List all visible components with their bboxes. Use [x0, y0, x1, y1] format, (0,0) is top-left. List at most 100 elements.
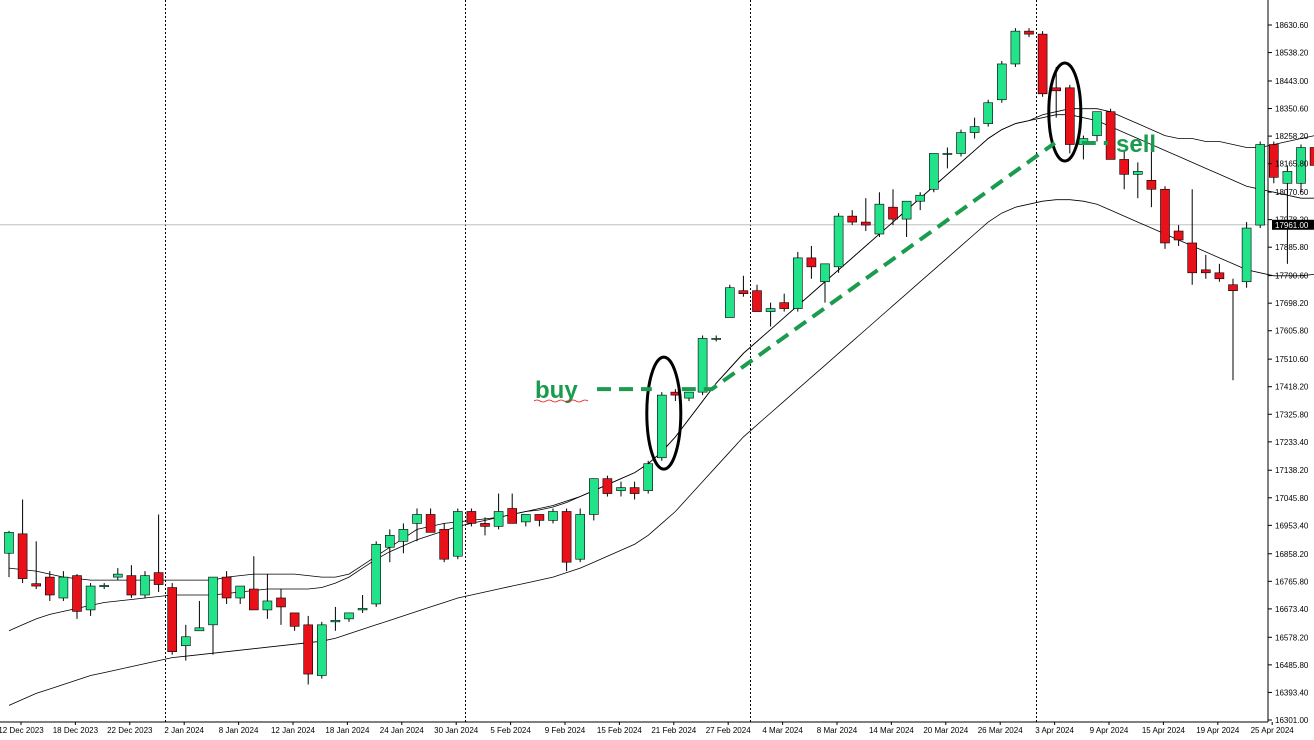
bear-candle: [127, 576, 136, 595]
bull-candle: [984, 103, 993, 124]
time-tick-label: 4 Mar 2024: [762, 726, 803, 735]
bull-candle: [399, 529, 408, 541]
bull-candle: [209, 577, 218, 625]
trade-path-line: [682, 143, 1055, 389]
bull-candle: [916, 195, 925, 201]
bull-candle: [1133, 171, 1142, 174]
price-tick-label: 16301.00: [1275, 716, 1309, 725]
bull-candle: [970, 127, 979, 133]
current-price-tag-label: 17961.00: [1275, 221, 1309, 230]
bull-candle: [113, 574, 122, 577]
bear-candle: [508, 508, 517, 523]
price-tick-label: 18070.60: [1275, 188, 1309, 197]
bear-candle: [1201, 270, 1210, 273]
price-tick-label: 18165.80: [1275, 160, 1309, 169]
price-tick-label: 16485.80: [1275, 661, 1309, 670]
bull-candle: [875, 204, 884, 234]
price-tick-label: 16673.40: [1275, 605, 1309, 614]
price-tick-label: 16765.80: [1275, 577, 1309, 586]
envelope-middle-line: [9, 115, 1314, 631]
bull-candle: [644, 464, 653, 491]
time-tick-label: 25 Apr 2024: [1251, 726, 1295, 735]
time-tick-label: 24 Jan 2024: [380, 726, 425, 735]
price-tick-label: 17325.80: [1275, 410, 1309, 419]
price-tick-label: 18350.60: [1275, 105, 1309, 114]
bear-candle: [222, 577, 231, 598]
bull-candle: [576, 514, 585, 559]
price-tick-label: 16578.20: [1275, 633, 1309, 642]
time-tick-label: 18 Jan 2024: [325, 726, 370, 735]
time-tick-label: 14 Mar 2024: [869, 726, 914, 735]
bear-candle: [807, 258, 816, 267]
bull-candle: [821, 264, 830, 282]
time-tick-label: 8 Jan 2024: [219, 726, 259, 735]
price-tick-label: 16393.40: [1275, 688, 1309, 697]
bull-candle: [793, 258, 802, 309]
bear-candle: [1065, 88, 1074, 145]
bear-candle: [18, 534, 27, 579]
candle-layer: [5, 28, 1314, 684]
bear-candle: [440, 529, 449, 559]
bear-candle: [562, 511, 571, 562]
bull-candle: [372, 544, 381, 604]
bull-candle: [358, 608, 367, 609]
bull-candle: [59, 577, 68, 598]
price-tick-label: 16858.20: [1275, 550, 1309, 559]
bear-candle: [467, 511, 476, 523]
price-tick-label: 17698.20: [1275, 299, 1309, 308]
time-tick-label: 12 Jan 2024: [271, 726, 316, 735]
bear-candle: [45, 577, 54, 595]
bull-candle: [1256, 145, 1265, 226]
time-tick-label: 5 Feb 2024: [490, 726, 531, 735]
bull-candle: [834, 216, 843, 267]
bear-candle: [249, 589, 258, 610]
time-tick-label: 27 Feb 2024: [706, 726, 751, 735]
bull-candle: [413, 514, 422, 523]
bear-candle: [603, 479, 612, 494]
bull-candle: [929, 153, 938, 189]
bear-candle: [1147, 180, 1156, 189]
bear-candle: [780, 303, 789, 309]
bull-candle: [263, 601, 272, 610]
bear-candle: [848, 216, 857, 222]
bull-candle: [698, 338, 707, 392]
price-tick-label: 17885.80: [1275, 243, 1309, 252]
time-tick-label: 15 Feb 2024: [597, 726, 642, 735]
bull-candle: [385, 535, 394, 547]
bull-candle: [589, 479, 598, 515]
bull-candle: [1093, 112, 1102, 136]
bear-candle: [290, 613, 299, 626]
bull-candle: [712, 338, 721, 339]
bear-candle: [1188, 243, 1197, 273]
bear-candle: [630, 488, 639, 494]
bull-candle: [331, 620, 340, 621]
bull-candle: [943, 153, 952, 154]
bull-candle: [902, 201, 911, 219]
bear-candle: [1161, 189, 1170, 243]
bear-candle: [32, 584, 41, 586]
time-tick-label: 26 Mar 2024: [978, 726, 1023, 735]
bull-candle: [685, 392, 694, 398]
bull-candle: [236, 586, 245, 598]
bull-candle: [657, 395, 666, 458]
price-tick-label: 17045.80: [1275, 494, 1309, 503]
price-tick-label: 16953.40: [1275, 521, 1309, 530]
bull-candle: [317, 625, 326, 676]
bear-candle: [154, 573, 163, 585]
time-tick-label: 3 Apr 2024: [1035, 726, 1074, 735]
bull-candle: [549, 511, 558, 520]
price-tick-label: 17790.60: [1275, 272, 1309, 281]
bull-candle: [725, 288, 734, 318]
bear-candle: [168, 588, 177, 652]
bear-candle: [1025, 31, 1034, 34]
bull-candle: [141, 576, 150, 595]
time-tick-label: 18 Dec 2023: [53, 726, 99, 735]
bull-candle: [1011, 31, 1020, 64]
time-tick-label: 30 Jan 2024: [434, 726, 479, 735]
time-tick-label: 9 Apr 2024: [1090, 726, 1129, 735]
bear-candle: [753, 291, 762, 312]
time-tick-label: 22 Dec 2023: [107, 726, 153, 735]
